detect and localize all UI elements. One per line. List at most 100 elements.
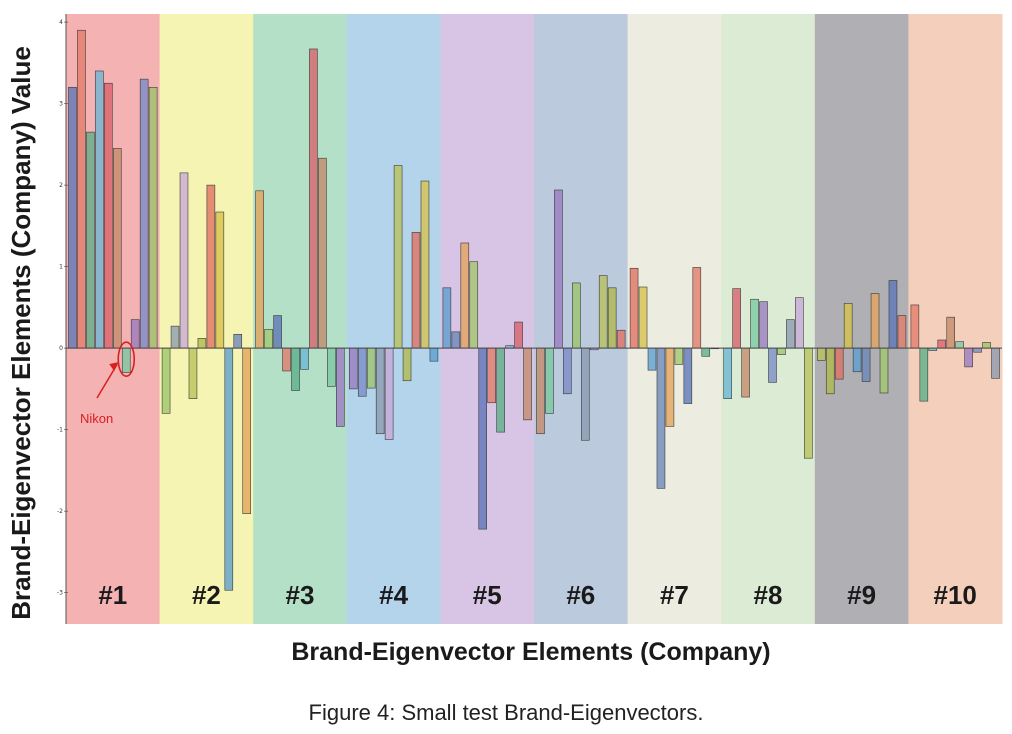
bar-g7-6 (674, 347, 684, 365)
y-tick-label: 2 (59, 182, 63, 189)
group-label-7: #7 (660, 580, 689, 610)
bar-g8-8 (786, 319, 795, 349)
group-label-3: #3 (286, 580, 315, 610)
bar-g3-5 (291, 347, 300, 391)
bar-g6-4 (563, 347, 572, 395)
bar-g3-8 (318, 157, 327, 349)
bar-g8-9 (795, 297, 804, 349)
bar-g9-5 (852, 347, 862, 373)
y-tick-label: 0 (59, 345, 63, 352)
bar-g4-1 (348, 347, 358, 390)
bar-g8-4 (750, 298, 759, 349)
bar-g7-1 (629, 267, 639, 349)
nikon-highlight-ellipse (117, 341, 136, 377)
bar-g9-4 (843, 303, 853, 349)
bar-g3-1 (255, 190, 264, 349)
group-label-5: #5 (473, 580, 502, 610)
bar-g8-6 (768, 347, 777, 383)
bar-g4-2 (357, 347, 367, 397)
bar-g10-8 (973, 347, 982, 353)
group-background-bands (66, 14, 1003, 624)
bar-g4-5 (384, 347, 394, 440)
group-label-2: #2 (192, 580, 221, 610)
group-label-1: #1 (98, 580, 127, 610)
y-tick-label: -3 (57, 590, 63, 597)
bar-g10-2 (919, 347, 929, 402)
bar-g8-2 (732, 288, 741, 349)
bar-g3-4 (282, 347, 291, 372)
bar-g10-5 (946, 316, 955, 349)
group-label-4: #4 (379, 580, 408, 610)
bar-g7-4 (656, 347, 666, 489)
bar-g3-2 (264, 329, 273, 349)
bar-g6-10 (616, 329, 626, 349)
bar-g1-2 (77, 29, 86, 349)
y-tick-label: -1 (57, 427, 63, 434)
group-band-10 (908, 14, 1003, 624)
bar-g3-3 (273, 315, 282, 349)
bar-g5-9 (514, 321, 523, 349)
bar-g2-10 (242, 347, 252, 514)
x-axis-label: Brand-Eigenvector Elements (Company) (291, 638, 770, 666)
bar-g2-4 (188, 347, 198, 399)
bar-g7-7 (683, 347, 693, 404)
bar-g8-1 (723, 347, 732, 399)
bar-g1-4 (95, 70, 104, 349)
bar-g5-2 (451, 331, 461, 349)
bar-g9-7 (870, 293, 880, 349)
bars (68, 29, 1000, 591)
bar-g10-7 (964, 347, 973, 368)
bar-g6-1 (536, 347, 545, 435)
bar-g9-3 (834, 347, 844, 380)
bar-g8-3 (741, 347, 750, 398)
bar-g5-7 (496, 347, 505, 433)
nikon-arrow-head (109, 362, 119, 372)
bar-g4-8 (411, 232, 421, 349)
bar-g5-4 (469, 261, 479, 349)
bar-g5-10 (523, 347, 532, 421)
bar-g9-8 (879, 347, 889, 394)
bar-g1-3 (86, 131, 95, 349)
bar-g7-5 (665, 347, 675, 427)
bar-g7-9 (701, 347, 711, 357)
bar-g9-9 (888, 280, 898, 349)
bar-g9-6 (861, 347, 871, 382)
bar-g1-7 (121, 347, 131, 373)
bar-g6-6 (580, 347, 590, 441)
bar-g10-4 (937, 339, 947, 349)
bar-g2-8 (224, 347, 234, 591)
bar-g9-10 (897, 315, 907, 349)
bar-g6-9 (607, 287, 617, 349)
bar-g1-5 (104, 82, 113, 349)
bar-g6-5 (572, 282, 581, 349)
group-label-10: #10 (934, 580, 977, 610)
bar-g10-10 (991, 347, 1000, 379)
group-label-9: #9 (847, 580, 876, 610)
bar-g8-10 (804, 347, 813, 459)
bar-g1-10 (148, 86, 158, 349)
bar-g5-5 (478, 347, 487, 530)
bar-g4-3 (366, 347, 376, 389)
bar-g4-9 (420, 180, 430, 349)
bar-g4-7 (402, 347, 412, 382)
bar-g9-2 (825, 347, 835, 395)
y-tick-label: -2 (57, 508, 63, 515)
y-tick-label: 1 (59, 264, 63, 271)
bar-g1-9 (139, 78, 149, 349)
bar-g8-7 (777, 347, 786, 355)
bar-g2-6 (206, 184, 216, 349)
bar-g3-10 (336, 347, 345, 427)
bar-g7-8 (692, 267, 702, 349)
bar-g5-1 (442, 287, 452, 349)
bar-g3-6 (300, 347, 309, 370)
bar-g1-8 (130, 319, 140, 349)
bar-g2-5 (197, 338, 207, 349)
y-tick-label: 3 (59, 101, 63, 108)
y-axis-label: Brand-Eigenvector Elements (Company) Val… (6, 46, 36, 620)
bar-g4-6 (393, 165, 403, 349)
group-labels: #1 #2 #3 #4 #5 #6 #7 #8 #9 #10 (98, 580, 977, 610)
nikon-annotation: Nikon (80, 411, 113, 426)
bar-g10-9 (982, 342, 991, 349)
figure-caption: Figure 4: Small test Brand-Eigenvectors. (308, 700, 704, 725)
bar-g7-3 (647, 347, 657, 371)
